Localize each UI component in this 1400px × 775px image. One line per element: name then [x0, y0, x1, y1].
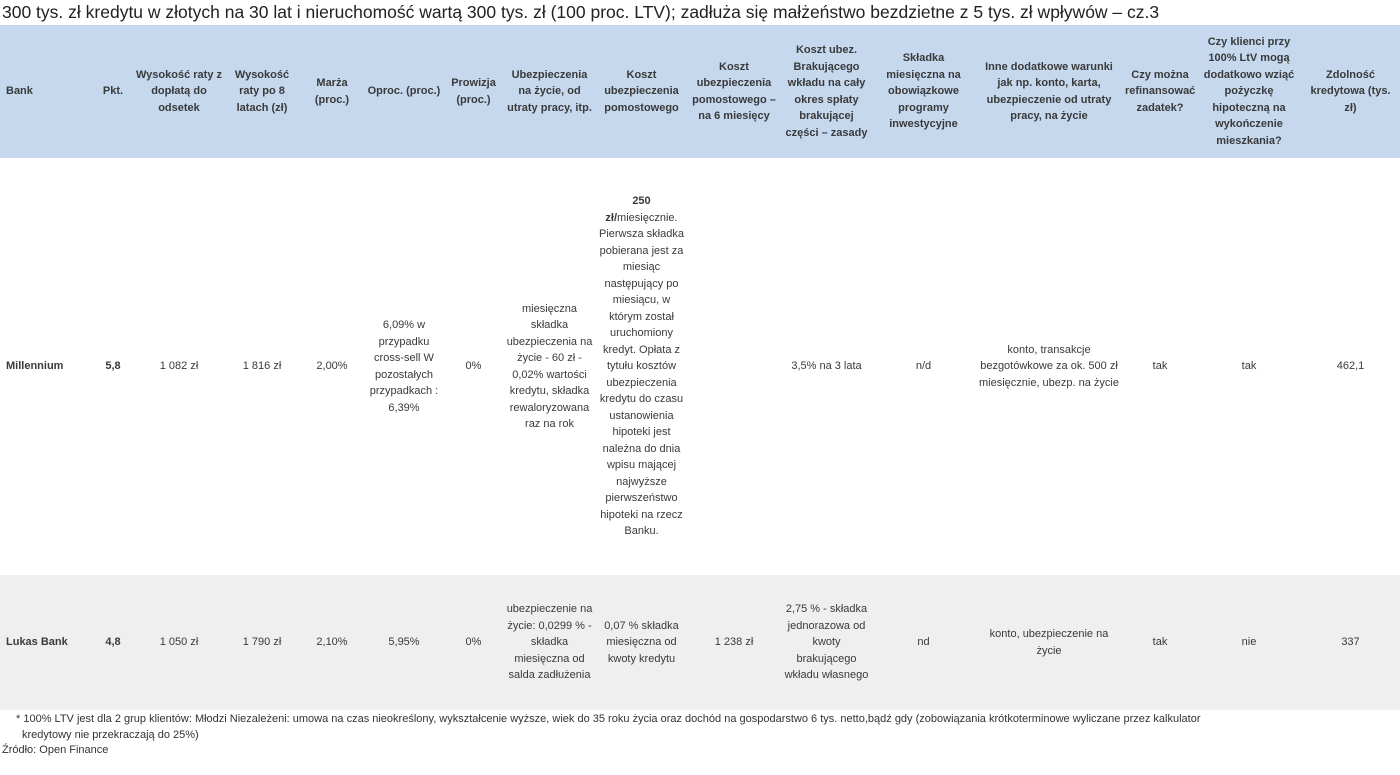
interest-rate: 6,09% w przypadku cross-sell W pozostały…: [364, 158, 444, 575]
bridge-insurance-6-months: [687, 158, 781, 575]
footnote-ltv-continued: kredytowy nie przekraczają do 25%): [22, 728, 199, 741]
column-header-ubezp-pomost: Koszt ubezpieczenia pomostowego: [596, 25, 687, 158]
missing-contribution-insurance: 2,75 % - składka jednorazowa od kwoty br…: [781, 575, 872, 710]
additional-loan: tak: [1197, 158, 1301, 575]
column-header-rata-8lat: Wysokość raty po 8 latach (zł): [224, 25, 300, 158]
life-insurance: miesięczna składka ubezpieczenia na życi…: [503, 158, 596, 575]
source-note: Źródło: Open Finance: [2, 744, 109, 756]
column-header-marza: Marża (proc.): [300, 25, 364, 158]
installment-after-8-years: 1 790 zł: [224, 575, 300, 710]
column-header-pkt: Pkt.: [92, 25, 134, 158]
bridge-insurance-cost: 250 zł/miesięcznie. Pierwsza składka pob…: [596, 158, 687, 575]
other-conditions: konto, ubezpieczenie na życie: [975, 575, 1123, 710]
bank-name: Millennium: [0, 158, 92, 575]
additional-loan: nie: [1197, 575, 1301, 710]
column-header-prowizja: Prowizja (proc.): [444, 25, 503, 158]
score: 5,8: [92, 158, 134, 575]
bridge-insurance-details: miesięcznie. Pierwsza składka pobierana …: [599, 211, 684, 538]
life-insurance: ubezpieczenie na życie: 0,0299 % - skład…: [503, 575, 596, 710]
installment-subsidized: 1 082 zł: [134, 158, 224, 575]
bridge-insurance-cost: 0,07 % składka miesięczna od kwoty kredy…: [596, 575, 687, 710]
column-header-bank: Bank: [0, 25, 92, 158]
column-header-ubezp-zycie: Ubezpieczenia na życie, od utraty pracy,…: [503, 25, 596, 158]
column-header-rata-doplata: Wysokość raty z dopłatą do odsetek: [134, 25, 224, 158]
column-header-zdolnosc: Zdolność kredytowa (tys. zł): [1301, 25, 1400, 158]
column-header-oproc: Oproc. (proc.): [364, 25, 444, 158]
bank-name: Lukas Bank: [0, 575, 92, 710]
score: 4,8: [92, 575, 134, 710]
installment-subsidized: 1 050 zł: [134, 575, 224, 710]
missing-contribution-insurance: 3,5% na 3 lata: [781, 158, 872, 575]
footnote-ltv: * 100% LTV jest dla 2 grup klientów: Mło…: [16, 713, 1201, 725]
credit-capacity: 462,1: [1301, 158, 1400, 575]
deposit-refinancing: tak: [1123, 575, 1197, 710]
margin: 2,00%: [300, 158, 364, 575]
margin: 2,10%: [300, 575, 364, 710]
commission: 0%: [444, 575, 503, 710]
credit-capacity: 337: [1301, 575, 1400, 710]
page-title: 300 tys. zł kredytu w złotych na 30 lat …: [2, 2, 1160, 22]
investment-program-fee: nd: [872, 575, 975, 710]
column-header-inne: Inne dodatkowe warunki jak np. konto, ka…: [975, 25, 1123, 158]
footnotes: * 100% LTV jest dla 2 grup klientów: Mło…: [2, 712, 1386, 759]
column-header-skladka-inwest: Składka miesięczna na obowiązkowe progra…: [872, 25, 975, 158]
mortgage-comparison-table: Bank Pkt. Wysokość raty z dopłatą do ods…: [0, 25, 1400, 710]
installment-after-8-years: 1 816 zł: [224, 158, 300, 575]
column-header-brak-wklad: Koszt ubez. Brakującego wkładu na cały o…: [781, 25, 872, 158]
column-header-ubezp-pomost-6m: Koszt ubezpieczenia pomostowego – na 6 m…: [687, 25, 781, 158]
commission: 0%: [444, 158, 503, 575]
bridge-insurance-6-months: 1 238 zł: [687, 575, 781, 710]
column-header-pozyczka: Czy klienci przy 100% LtV mogą dodatkowo…: [1197, 25, 1301, 158]
bridge-insurance-amount: 250 zł/: [605, 195, 651, 224]
table-row-millennium: Millennium 5,8 1 082 zł 1 816 zł 2,00% 6…: [0, 158, 1400, 575]
deposit-refinancing: tak: [1123, 158, 1197, 575]
column-header-refinans: Czy można refinansować zadatek?: [1123, 25, 1197, 158]
table-row-lukas-bank: Lukas Bank 4,8 1 050 zł 1 790 zł 2,10% 5…: [0, 575, 1400, 710]
interest-rate: 5,95%: [364, 575, 444, 710]
investment-program-fee: n/d: [872, 158, 975, 575]
table-header-row: Bank Pkt. Wysokość raty z dopłatą do ods…: [0, 25, 1400, 158]
other-conditions: konto, transakcje bezgotówkowe za ok. 50…: [975, 158, 1123, 575]
